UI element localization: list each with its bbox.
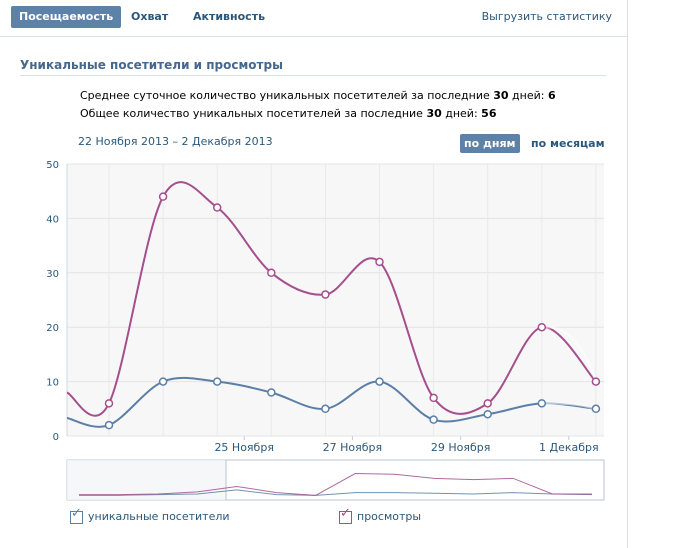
x-tick-label: 29 Ноября xyxy=(431,441,491,454)
total-visitors-line: Общее количество уникальных посетителей … xyxy=(80,107,497,120)
x-tick-label: 25 Ноября xyxy=(214,441,274,454)
navigator-line-visitors xyxy=(79,489,593,496)
date-range: 22 Ноября 2013 – 2 Декабря 2013 xyxy=(78,135,273,148)
page-right-border xyxy=(627,0,628,548)
data-point[interactable] xyxy=(375,257,384,267)
export-stats-link[interactable]: Выгрузить статистику xyxy=(481,10,612,23)
checkbox-icon[interactable]: ✓ xyxy=(70,507,83,524)
data-point[interactable] xyxy=(375,377,384,386)
navigator-line-views xyxy=(79,473,592,496)
data-point[interactable] xyxy=(267,388,276,397)
y-tick-label: 20 xyxy=(46,323,59,334)
plot-background xyxy=(67,164,604,436)
data-point[interactable] xyxy=(158,192,168,201)
data-point[interactable] xyxy=(321,404,330,414)
data-point[interactable] xyxy=(483,409,492,419)
x-tick-label: 1 Декабря xyxy=(539,441,599,454)
y-tick-label: 30 xyxy=(46,269,59,280)
data-point[interactable] xyxy=(158,377,168,386)
checkbox-icon[interactable]: ✓ xyxy=(339,507,352,524)
total-visitors-value: 56 xyxy=(481,107,497,120)
avg-daily-visitors-line: Среднее суточное количество уникальных п… xyxy=(80,89,556,102)
data-point[interactable] xyxy=(537,399,547,408)
y-tick-label: 50 xyxy=(46,160,59,171)
data-point[interactable] xyxy=(429,393,438,403)
tabs-bar: Посещаемость Охват Активность Выгрузить … xyxy=(0,0,627,37)
y-tick-label: 0 xyxy=(53,432,59,443)
series-views xyxy=(66,181,601,417)
tab-activity[interactable]: Активность xyxy=(193,10,266,23)
data-point[interactable] xyxy=(104,420,114,430)
avg-daily-visitors-value: 6 xyxy=(547,89,556,102)
y-tick-label: 40 xyxy=(46,214,59,225)
data-point[interactable] xyxy=(104,399,114,408)
data-point[interactable] xyxy=(212,377,222,386)
data-point[interactable] xyxy=(537,322,547,332)
tab-attendance[interactable]: Посещаемость xyxy=(11,6,122,28)
series-unique-visitors xyxy=(66,376,601,430)
data-point[interactable] xyxy=(483,399,492,408)
y-tick-label: 10 xyxy=(46,378,59,389)
section-title: Уникальные посетители и просмотры xyxy=(20,58,606,76)
legend-unique-visitors[interactable]: ✓ уникальные посетители xyxy=(70,505,230,524)
data-point[interactable] xyxy=(591,377,601,386)
data-point[interactable] xyxy=(321,290,330,299)
data-point[interactable] xyxy=(429,415,438,424)
data-point[interactable] xyxy=(267,268,276,278)
data-point[interactable] xyxy=(212,203,222,212)
data-point[interactable] xyxy=(591,404,601,414)
series-fade xyxy=(541,325,598,382)
legend-views[interactable]: ✓ просмотры xyxy=(339,505,422,524)
tab-reach[interactable]: Охват xyxy=(131,10,169,23)
period-by-month-button[interactable]: по месяцам xyxy=(531,137,605,150)
period-by-day-button[interactable]: по дням xyxy=(460,134,520,153)
x-tick-label: 27 Ноября xyxy=(323,441,383,454)
